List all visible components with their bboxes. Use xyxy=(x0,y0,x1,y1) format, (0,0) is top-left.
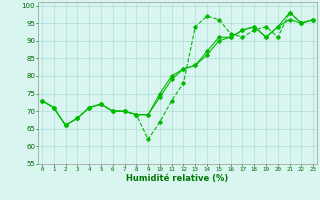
X-axis label: Humidité relative (%): Humidité relative (%) xyxy=(126,174,229,183)
